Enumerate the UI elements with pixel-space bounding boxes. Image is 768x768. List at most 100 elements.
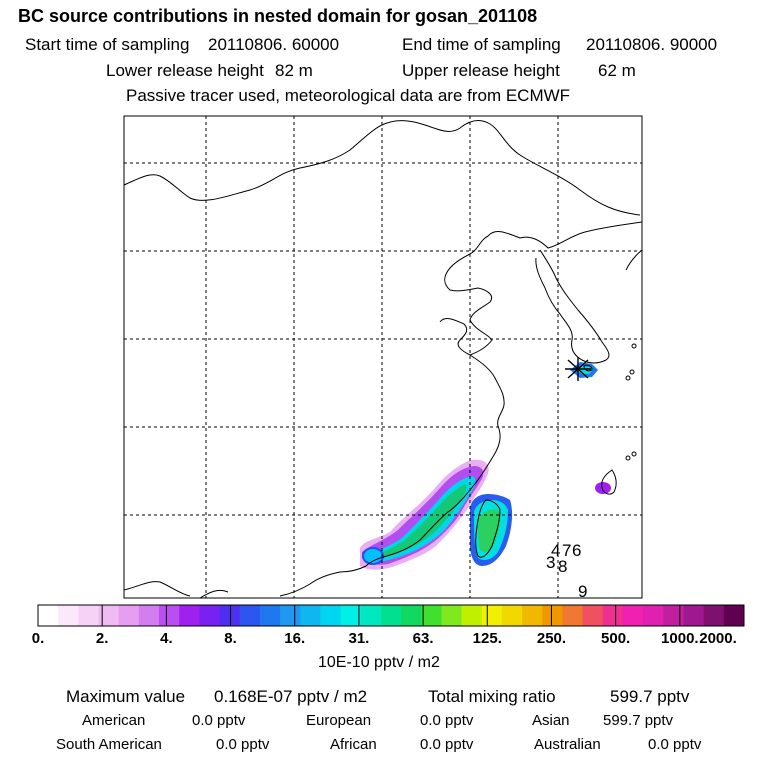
end-time-value: 20110806. 90000 [586,35,718,54]
colorbar-swatch [421,605,442,626]
colorbar-swatch [663,605,684,626]
colorbar-swatch [38,605,59,626]
colorbar-swatch [602,605,624,626]
colorbar-tick-label: 500. [601,630,631,647]
coastline-north [123,120,641,216]
australian-label: Australian [534,736,601,753]
colorbar-tick-label: 2000. [699,630,737,647]
colorbar-swatch [401,605,422,626]
tracer-note: Passive tracer used, meteorological data… [126,86,571,105]
colorbar-swatch [340,605,362,626]
lower-height-label: Lower release height [106,61,264,80]
island [625,375,631,381]
max-value-label: Maximum value [66,687,186,706]
total-mixing-label: Total mixing ratio [428,687,556,706]
colorbar-swatch [360,605,382,626]
american-label: American [82,712,146,729]
upper-height-value: 62 m [598,61,636,80]
colorbar-swatch [179,605,200,626]
colorbar-swatch [703,605,725,626]
colorbar-swatch [58,605,79,626]
colorbar-swatch [219,605,241,626]
plume-source-spot [362,547,384,565]
colorbar-tick-label: 0. [31,630,45,647]
colorbar-swatch [683,605,705,626]
plume-japan-spot [595,482,611,494]
south-american-value: 0.0 pptv [216,736,270,753]
colorbar-tick-label: 16. [284,630,306,647]
colorbar-swatch [501,605,523,626]
south-american-label: South American [56,736,162,753]
colorbar-swatch [78,605,100,626]
european-value: 0.0 pptv [420,712,474,729]
colorbar-tick-label: 1000. [661,630,699,647]
lower-height-value: 82 m [275,61,313,80]
start-time-label: Start time of sampling [25,35,190,54]
colorbar-tick-label: 125. [472,630,502,647]
map-frame [123,115,643,599]
coastline-japan-kyushu [601,469,617,495]
receptor-star-icon [565,357,591,381]
coastline-hainan [199,589,229,599]
marker-label: 7 [562,541,571,560]
colorbar-swatch [98,605,120,626]
colorbar-swatch [441,605,463,626]
start-time-value: 20110806. 60000 [208,35,340,54]
end-time-label: End time of sampling [402,35,561,54]
island [631,343,637,349]
colorbar-swatch [481,605,503,626]
colorbar-swatch [280,605,301,626]
colorbar-swatch [118,605,140,626]
colorbar-tick-label: 4. [160,630,173,647]
colorbar-swatch [643,605,664,626]
african-label: African [330,736,377,753]
colorbar-tick-label: 8. [224,630,237,647]
max-value: 0.168E-07 pptv / m2 [214,687,368,706]
marker-label: 4 [551,541,560,560]
colorbar-swatch [239,605,261,626]
colorbar-swatch [380,605,402,626]
marker-label: 9 [578,582,587,601]
colorbar-swatch [582,605,604,626]
plume-gosan-inner [576,366,593,374]
colorbar-swatch [461,605,483,626]
island [629,369,635,375]
colorbar [37,604,745,627]
african-value: 0.0 pptv [420,736,474,753]
colorbar-swatch [138,605,160,626]
colorbar-swatch [320,605,342,626]
total-mixing-value: 599.7 pptv [610,687,690,706]
colorbar-tick-label: 63. [412,630,434,647]
coastline-east-china [279,354,505,597]
colorbar-tick-label: 250. [536,630,567,647]
colorbar-swatch [199,605,221,626]
american-value: 0.0 pptv [192,712,246,729]
units-label: 10E-10 pptv / m2 [318,654,440,671]
colorbar-swatch [300,605,321,626]
coastline-gulf [123,581,191,597]
australian-value: 0.0 pptv [648,736,702,753]
colorbar-frame [37,604,745,627]
asian-label: Asian [532,712,570,729]
colorbar-swatch [542,605,563,626]
colorbar-swatch [259,605,281,626]
marker-label: 6 [572,541,581,560]
asian-value: 599.7 pptv [603,712,674,729]
island [631,451,637,457]
colorbar-tick-label: 2. [95,630,109,647]
plume-taiwan-green [478,509,501,552]
colorbar-swatch [562,605,584,626]
coastline-korea-peninsula [535,249,610,364]
colorbar-swatch [159,605,180,626]
european-label: European [306,712,372,729]
chart-title: BC source contributions in nested domain… [18,6,538,26]
marker-label: 8 [558,557,567,576]
colorbar-tick-label: 31. [348,630,370,647]
lat-lon-grid [124,116,642,598]
coastline-china-korea [439,221,643,356]
island [625,455,631,461]
plume-green-core [372,484,467,558]
marker-label: 3 [546,553,555,572]
coastline-taiwan [475,499,501,558]
